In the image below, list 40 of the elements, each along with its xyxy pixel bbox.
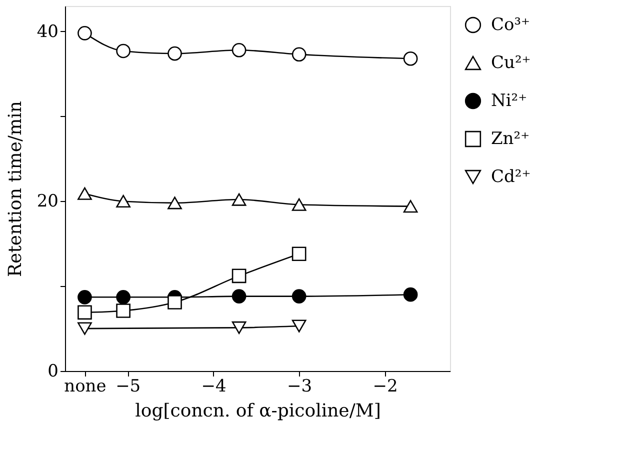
point — [232, 193, 246, 206]
point — [116, 44, 130, 58]
point — [116, 304, 130, 318]
x-axis-title: log[concn. of α-picoline/M] — [135, 400, 381, 422]
x-tick-label: −3 — [287, 376, 312, 396]
point — [292, 320, 306, 332]
y-axis-title: Retention time/min — [4, 100, 26, 278]
x-tick-label: −5 — [116, 376, 141, 396]
legend-label: Ni²⁺ — [491, 91, 528, 111]
legend-label: Co³⁺ — [491, 15, 530, 35]
y-tick-label: 40 — [36, 22, 58, 42]
point — [403, 200, 418, 213]
point — [78, 305, 92, 320]
point — [78, 187, 92, 200]
point — [168, 295, 182, 310]
point — [168, 46, 182, 61]
point — [292, 47, 306, 62]
point — [232, 321, 246, 334]
point — [403, 51, 418, 66]
x-tick-label: none — [64, 376, 106, 396]
point — [403, 287, 418, 302]
point — [232, 268, 246, 284]
y-tick-label: 0 — [48, 362, 58, 382]
point — [292, 198, 306, 211]
legend-label: Cu²⁺ — [491, 53, 531, 73]
point — [232, 42, 246, 58]
point — [78, 290, 92, 304]
y-tick-label: 20 — [36, 192, 58, 212]
legend-label: Cd²⁺ — [491, 167, 531, 187]
point — [78, 322, 92, 335]
x-tick-label: −4 — [201, 376, 226, 396]
point — [78, 26, 92, 40]
point — [292, 246, 306, 262]
point — [232, 289, 246, 304]
point — [116, 290, 130, 304]
legend-label: Zn²⁺ — [491, 129, 530, 149]
point — [292, 289, 306, 304]
point — [168, 196, 182, 210]
x-tick-label: −2 — [372, 376, 398, 396]
point — [116, 194, 130, 208]
